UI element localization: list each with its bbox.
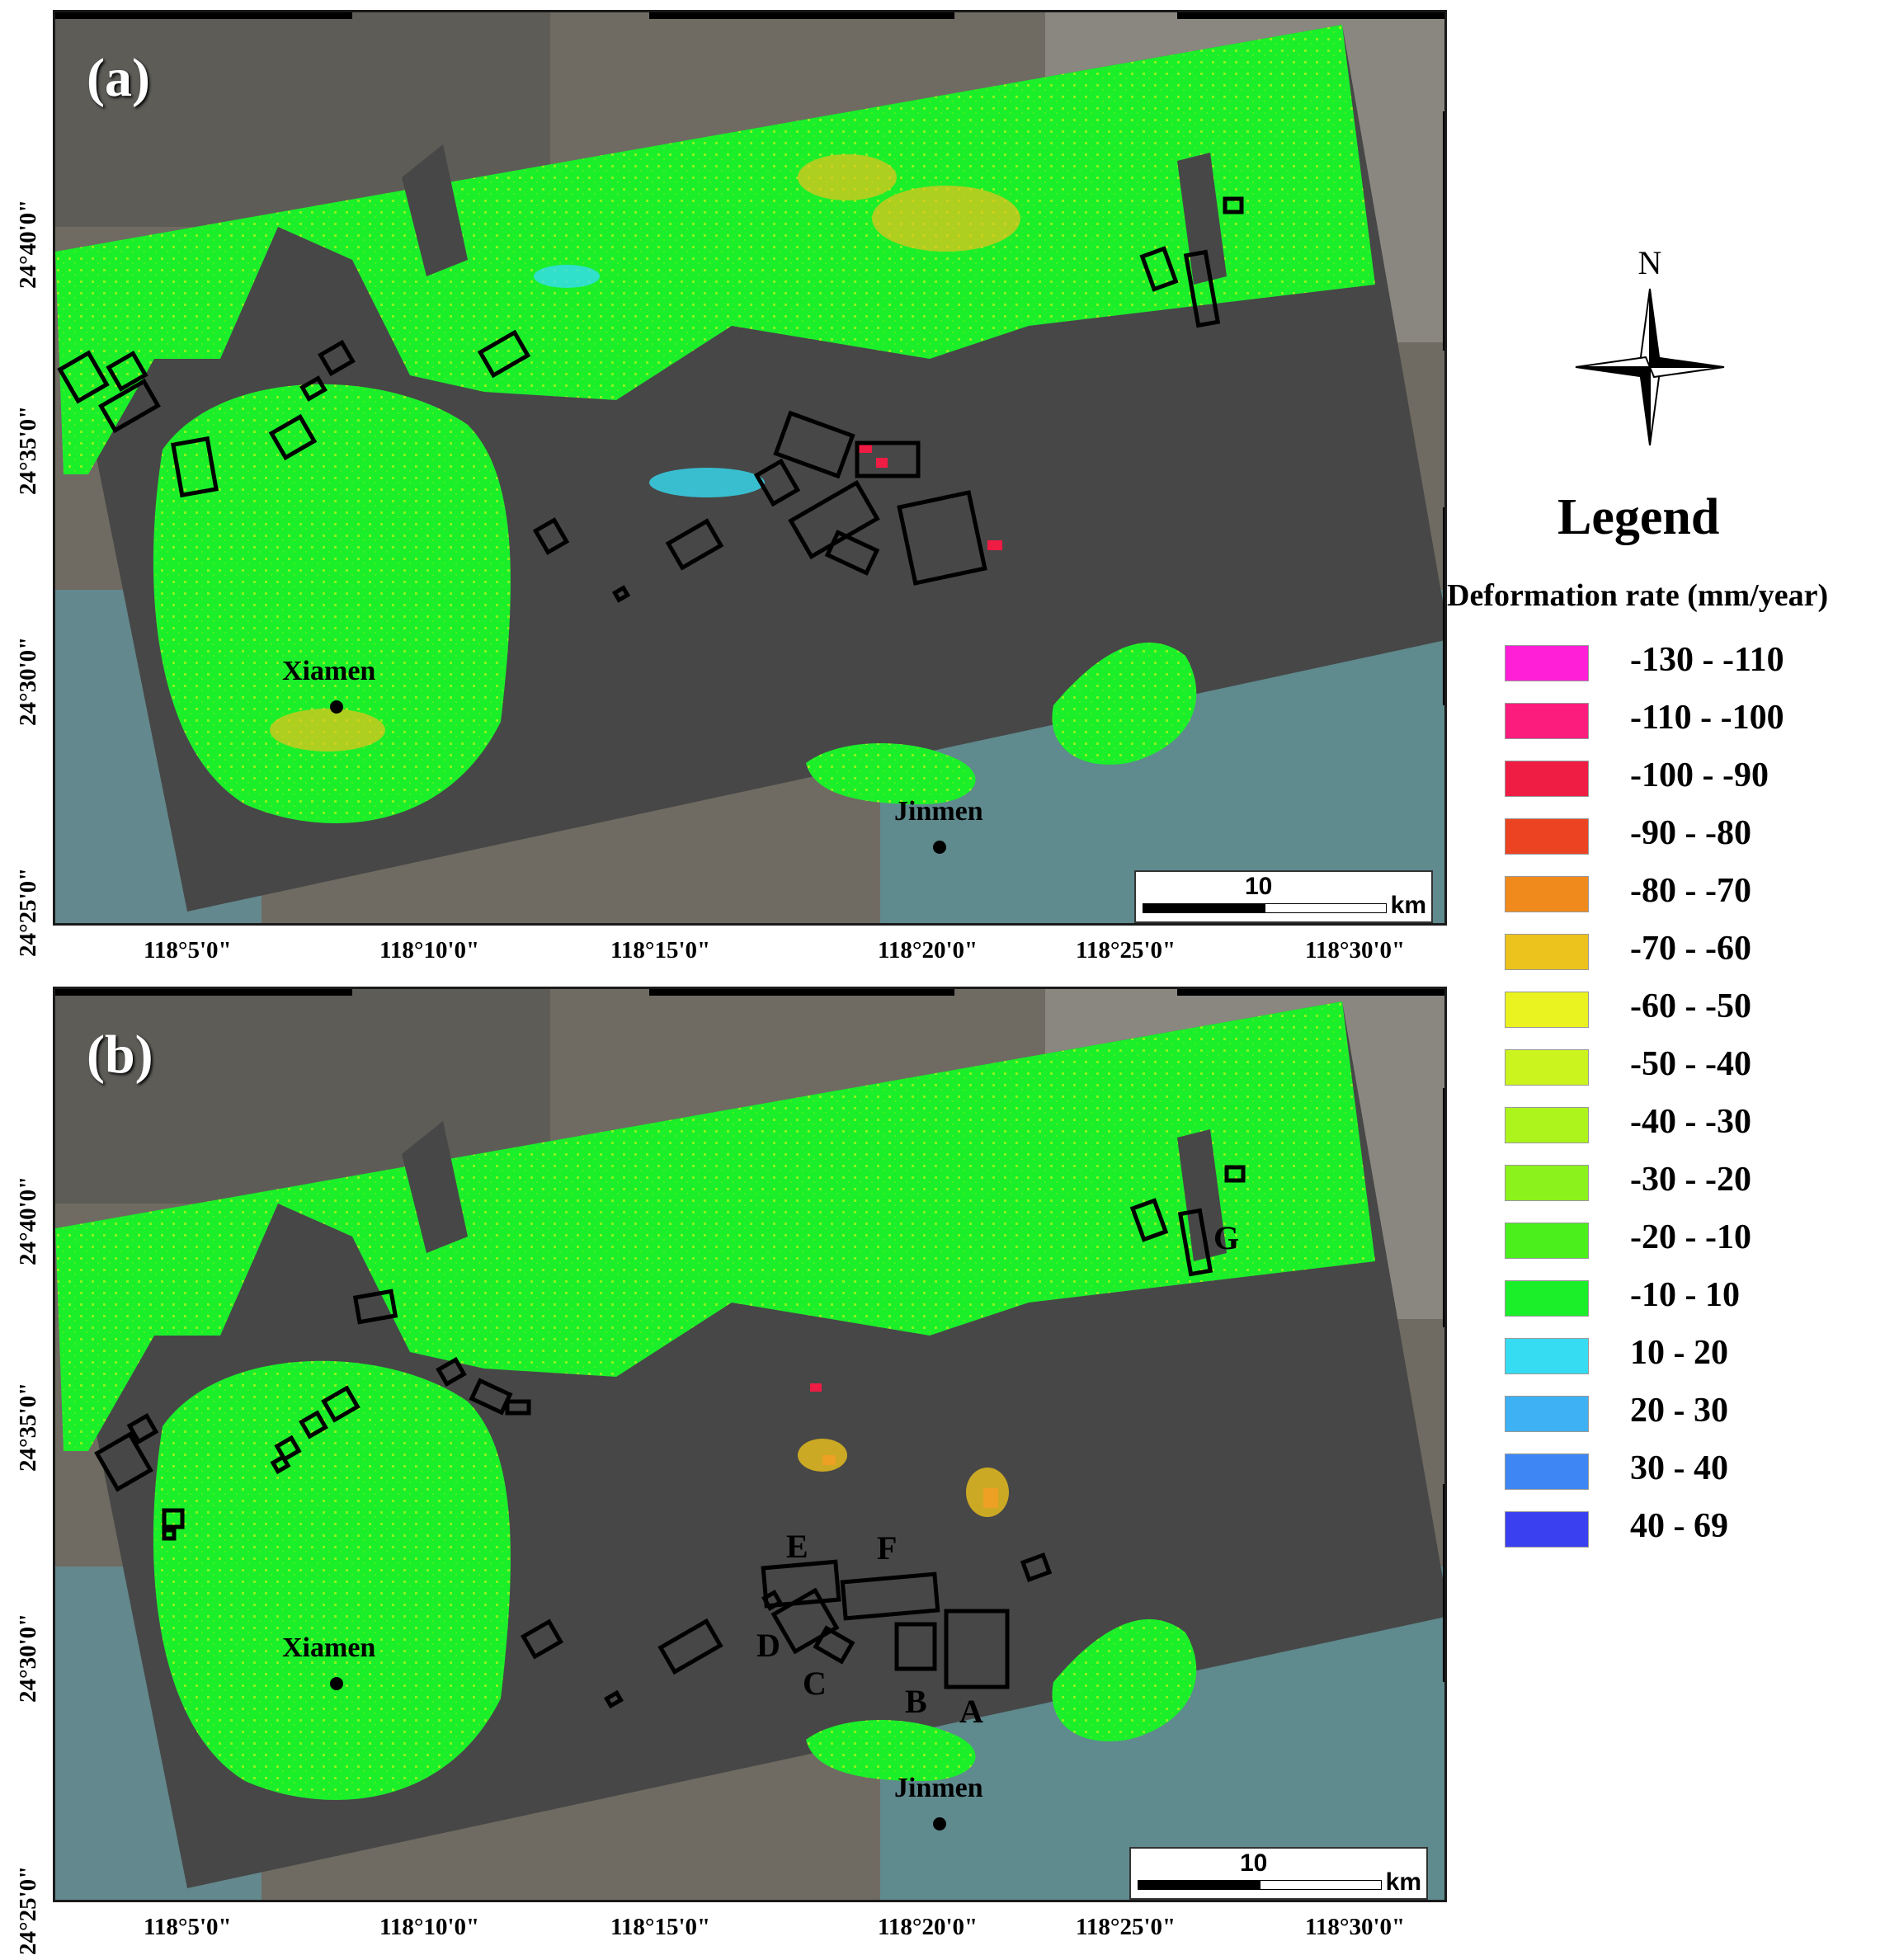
legend-title: Legend: [1557, 489, 1720, 545]
scale-bar: 10 km: [1134, 870, 1433, 923]
city-label-jinmen: Jinmen: [894, 796, 983, 827]
legend-label: 30 - 40: [1630, 1449, 1728, 1487]
lon-tick-a-4: 118°20'0": [878, 937, 978, 964]
panel-label: (a): [87, 48, 150, 108]
region-label-c: C: [803, 1665, 827, 1702]
legend-swatch: [1505, 1223, 1589, 1259]
lat-tick-b-2: 24°35'0": [15, 1382, 41, 1472]
legend-swatch: [1505, 703, 1589, 739]
region-label-b: B: [905, 1683, 927, 1720]
legend-label: 40 - 69: [1630, 1507, 1728, 1545]
legend-swatch: [1505, 1511, 1589, 1548]
legend-label: -100 - -90: [1630, 756, 1769, 794]
lon-tick-a-1: 118°5'0": [144, 937, 232, 964]
scale-value: 10: [1240, 1849, 1268, 1877]
north-arrow: N: [1567, 244, 1732, 446]
legend-swatch: [1505, 1454, 1589, 1490]
lon-tick-b-2: 118°10'0": [379, 1914, 480, 1940]
legend-swatch: [1505, 1338, 1589, 1374]
lon-tick-a-3: 118°15'0": [610, 937, 711, 964]
legend-label: -20 - -10: [1630, 1218, 1751, 1256]
legend-swatch: [1505, 1107, 1589, 1143]
legend-label: 10 - 20: [1630, 1334, 1728, 1372]
lon-tick-b-3: 118°15'0": [610, 1914, 711, 1940]
legend-swatch: [1505, 818, 1589, 855]
legend-label: -90 - -80: [1630, 814, 1751, 852]
lat-tick-a-3: 24°30'0": [15, 636, 41, 726]
lon-tick-a-2: 118°10'0": [379, 937, 480, 964]
legend-label: -30 - -20: [1630, 1161, 1751, 1199]
region-label-g: G: [1213, 1219, 1240, 1256]
jinmen-marker: [933, 1817, 946, 1830]
legend-label: -50 - -40: [1630, 1045, 1751, 1083]
legend-label: -10 - 10: [1630, 1276, 1740, 1314]
lon-tick-b-4: 118°20'0": [878, 1914, 978, 1940]
legend-label: 20 - 30: [1630, 1392, 1728, 1430]
jinmen-marker: [933, 841, 946, 854]
map-panel-a: (a) Xiamen Jinmen 10 km: [53, 10, 1447, 926]
lon-tick-b-6: 118°30'0": [1305, 1914, 1406, 1940]
lat-tick-a-1: 24°40'0": [15, 199, 41, 289]
legend-label: -130 - -110: [1630, 641, 1784, 679]
panel-label: (b): [87, 1025, 153, 1085]
legend-swatch: [1505, 1396, 1589, 1432]
legend-swatch: [1505, 1165, 1589, 1201]
scale-bar: 10 km: [1129, 1847, 1428, 1900]
legend-swatch: [1505, 992, 1589, 1028]
scale-unit: km: [1390, 892, 1426, 919]
legend-swatch: [1505, 761, 1589, 797]
legend-label: -110 - -100: [1630, 699, 1784, 737]
lat-tick-b-1: 24°40'0": [15, 1176, 41, 1265]
legend-label: -40 - -30: [1630, 1103, 1751, 1141]
legend-subtitle: Deformation rate (mm/year): [1447, 578, 1829, 613]
xiamen-marker: [330, 1677, 343, 1690]
legend-label: -80 - -70: [1630, 872, 1751, 910]
legend-label: -60 - -50: [1630, 987, 1751, 1025]
city-label-xiamen: Xiamen: [282, 656, 376, 686]
lat-tick-a-2: 24°35'0": [15, 405, 41, 495]
map-panel-b: (b) Xiamen Jinmen A B C D E F G 10 km: [53, 987, 1447, 1902]
lon-tick-a-5: 118°25'0": [1076, 937, 1176, 964]
legend-swatch: [1505, 1049, 1589, 1086]
map-b-imagery: [55, 989, 1444, 1900]
legend-swatch: [1505, 876, 1589, 912]
lon-tick-a-6: 118°30'0": [1305, 937, 1406, 964]
lon-tick-b-1: 118°5'0": [144, 1914, 232, 1940]
legend-swatch: [1505, 645, 1589, 681]
map-a-imagery: [55, 12, 1444, 923]
region-label-e: E: [786, 1528, 808, 1565]
lon-tick-b-5: 118°25'0": [1076, 1914, 1176, 1940]
scale-value: 10: [1245, 873, 1273, 900]
lat-tick-b-4: 24°25'0": [15, 1865, 41, 1955]
legend-swatch: [1505, 934, 1589, 970]
legend-swatch: [1505, 1280, 1589, 1317]
region-label-a: A: [959, 1693, 983, 1730]
lat-tick-a-4: 24°25'0": [15, 867, 41, 957]
region-label-f: F: [877, 1529, 898, 1567]
lat-tick-b-3: 24°30'0": [15, 1613, 41, 1703]
city-label-jinmen: Jinmen: [894, 1773, 983, 1803]
north-label: N: [1638, 247, 1662, 281]
legend-label: -70 - -60: [1630, 930, 1751, 968]
city-label-xiamen: Xiamen: [282, 1633, 376, 1663]
scale-unit: km: [1385, 1868, 1421, 1896]
region-label-d: D: [756, 1627, 780, 1664]
xiamen-marker: [330, 700, 343, 714]
